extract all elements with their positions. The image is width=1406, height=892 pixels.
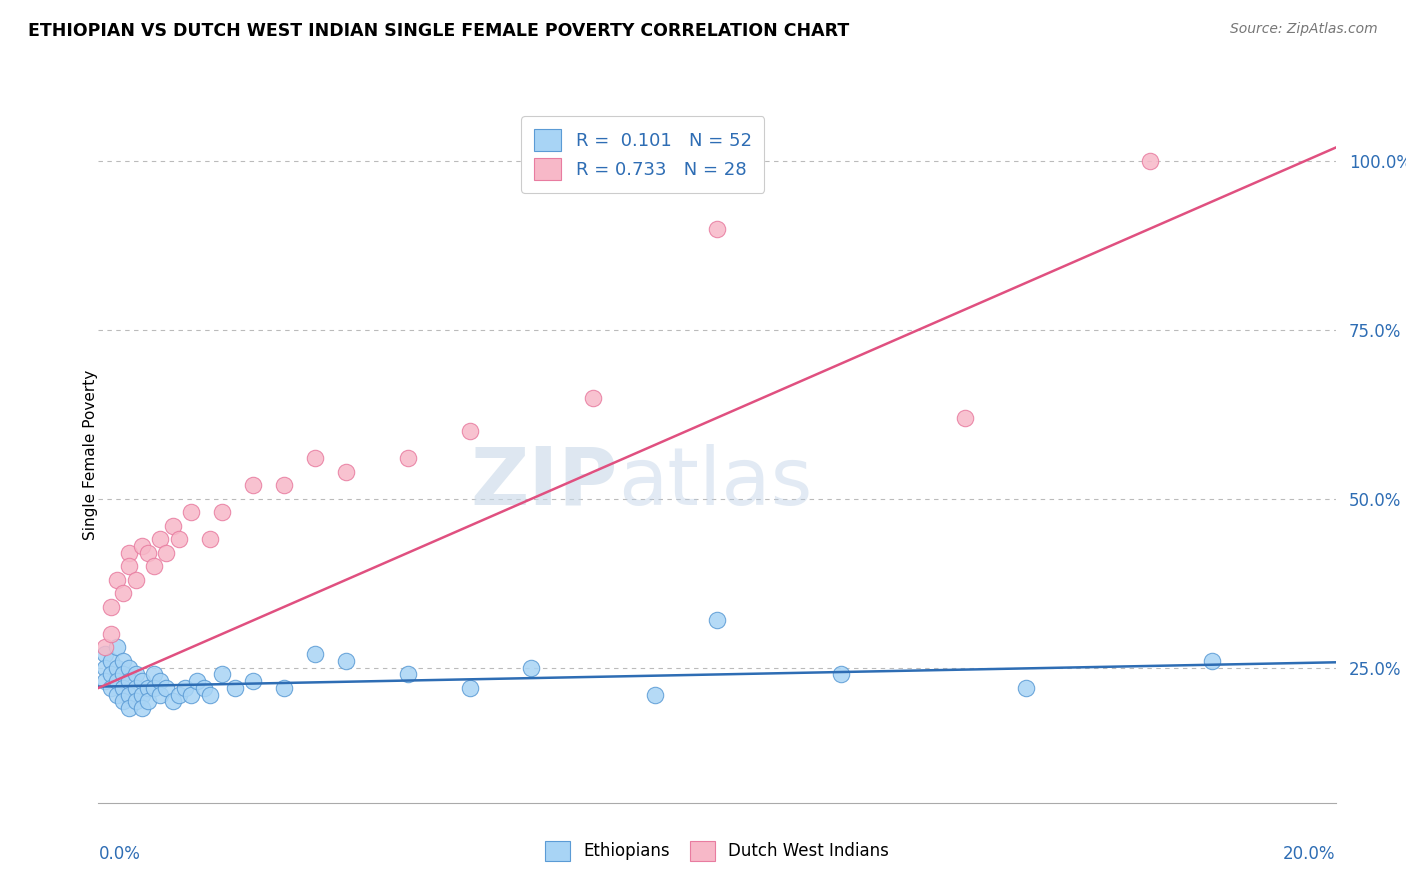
Point — [211, 505, 233, 519]
Point — [100, 681, 122, 695]
Point — [124, 573, 146, 587]
Text: Source: ZipAtlas.com: Source: ZipAtlas.com — [1230, 22, 1378, 37]
Text: ETHIOPIAN VS DUTCH WEST INDIAN SINGLE FEMALE POVERTY CORRELATION CHART: ETHIOPIAN VS DUTCH WEST INDIAN SINGLE FE… — [28, 22, 849, 40]
Text: atlas: atlas — [619, 443, 813, 522]
Point — [131, 674, 153, 689]
Point — [149, 533, 172, 547]
Point — [1015, 681, 1038, 695]
Point — [93, 640, 115, 655]
Point — [143, 559, 166, 574]
Point — [458, 424, 481, 438]
Point — [198, 533, 221, 547]
Point — [273, 478, 295, 492]
Point — [706, 221, 728, 235]
Point — [167, 688, 190, 702]
Point — [112, 694, 135, 708]
Point — [118, 661, 141, 675]
Point — [273, 681, 295, 695]
Point — [304, 451, 326, 466]
Point — [706, 614, 728, 628]
Text: ZIP: ZIP — [471, 443, 619, 522]
Point — [396, 667, 419, 681]
Point — [100, 599, 122, 614]
Point — [242, 674, 264, 689]
Point — [162, 519, 184, 533]
Y-axis label: Single Female Poverty: Single Female Poverty — [83, 370, 97, 540]
Point — [520, 661, 543, 675]
Point — [136, 546, 159, 560]
Point — [335, 465, 357, 479]
Point — [167, 533, 190, 547]
Point — [93, 661, 115, 675]
Point — [124, 694, 146, 708]
Point — [198, 688, 221, 702]
Point — [112, 681, 135, 695]
Point — [100, 667, 122, 681]
Point — [131, 701, 153, 715]
Point — [100, 627, 122, 641]
Point — [112, 654, 135, 668]
Point — [644, 688, 666, 702]
Point — [186, 674, 208, 689]
Point — [112, 586, 135, 600]
Point — [582, 391, 605, 405]
Point — [180, 505, 202, 519]
Point — [458, 681, 481, 695]
Point — [396, 451, 419, 466]
Point — [149, 674, 172, 689]
Point — [105, 661, 128, 675]
Point — [93, 647, 115, 661]
Point — [174, 681, 197, 695]
Point — [224, 681, 246, 695]
Point — [1201, 654, 1223, 668]
Point — [118, 688, 141, 702]
Point — [105, 573, 128, 587]
Point — [93, 674, 115, 689]
Point — [155, 681, 177, 695]
Point — [131, 539, 153, 553]
Point — [953, 410, 976, 425]
Point — [155, 546, 177, 560]
Point — [136, 694, 159, 708]
Point — [105, 688, 128, 702]
Point — [830, 667, 852, 681]
Point — [136, 681, 159, 695]
Point — [118, 559, 141, 574]
Point — [335, 654, 357, 668]
Point — [242, 478, 264, 492]
Point — [112, 667, 135, 681]
Point — [105, 640, 128, 655]
Text: 0.0%: 0.0% — [98, 845, 141, 863]
Point — [118, 701, 141, 715]
Point — [118, 546, 141, 560]
Point — [1139, 154, 1161, 169]
Point — [143, 667, 166, 681]
Point — [193, 681, 215, 695]
Point — [118, 674, 141, 689]
Point — [304, 647, 326, 661]
Point — [131, 688, 153, 702]
Point — [149, 688, 172, 702]
Point — [124, 667, 146, 681]
Point — [105, 674, 128, 689]
Point — [100, 654, 122, 668]
Point — [180, 688, 202, 702]
Point — [124, 681, 146, 695]
Legend: Ethiopians, Dutch West Indians: Ethiopians, Dutch West Indians — [534, 830, 900, 871]
Point — [143, 681, 166, 695]
Point — [162, 694, 184, 708]
Point — [211, 667, 233, 681]
Text: 20.0%: 20.0% — [1284, 845, 1336, 863]
